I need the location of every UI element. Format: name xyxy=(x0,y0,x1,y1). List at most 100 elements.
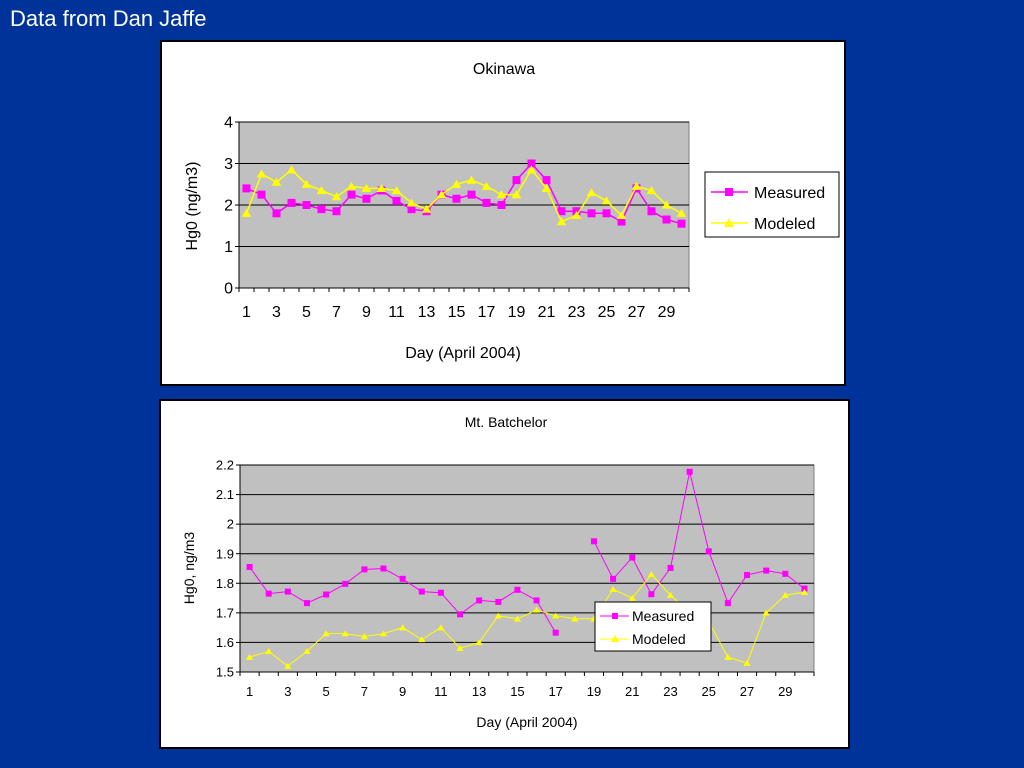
data-point-measured xyxy=(801,585,808,592)
series-line-modeled xyxy=(249,573,805,667)
data-point-modeled xyxy=(666,591,675,598)
y-tick-label: 4 xyxy=(224,115,233,132)
data-point-measured xyxy=(686,468,693,475)
y-tick-label: 2.1 xyxy=(216,487,234,502)
data-point-measured xyxy=(587,209,596,218)
y-tick-label: 1.5 xyxy=(216,665,234,680)
data-point-measured xyxy=(476,597,483,604)
data-point-modeled xyxy=(421,204,432,213)
x-tick-label: 23 xyxy=(663,684,677,699)
data-point-modeled xyxy=(647,571,655,578)
y-tick-label: 2 xyxy=(224,198,233,215)
data-point-modeled xyxy=(762,609,770,616)
data-point-measured xyxy=(452,194,461,203)
batchelor-chart: Mt. Batchelor Day (April 2004) Hg0, ng/m… xyxy=(181,414,815,730)
data-point-measured xyxy=(514,586,521,593)
legend-label-modeled: Modeled xyxy=(632,631,686,647)
legend-box xyxy=(594,601,712,652)
data-point-measured xyxy=(527,159,536,168)
x-tick-label: 27 xyxy=(740,684,754,699)
data-point-measured xyxy=(287,198,296,207)
data-point-modeled xyxy=(361,184,372,192)
x-tick-label: 11 xyxy=(388,304,405,321)
data-point-measured xyxy=(782,570,789,577)
data-point-modeled xyxy=(360,633,368,640)
plot-group: 1.51.61.71.81.922.12.21 3 5 7 9 11 13 15 17 19 21 2… xyxy=(216,458,815,699)
x-tick-label: 11 xyxy=(434,684,448,699)
x-tick-label: 17 xyxy=(548,684,562,699)
data-point-measured xyxy=(342,580,349,587)
y-axis-label: Hg0, ng/m3 xyxy=(181,532,197,605)
data-point-modeled xyxy=(571,211,582,219)
data-point-modeled xyxy=(379,630,388,637)
x-tick-label: 9 xyxy=(362,304,371,321)
data-point-measured xyxy=(362,194,371,203)
x-tick-label: 5 xyxy=(322,684,329,699)
x-tick-label: 3 xyxy=(284,684,291,699)
batchelor-chart-panel: Mt. Batchelor Day (April 2004) Hg0, ng/m… xyxy=(159,399,850,749)
data-point-modeled xyxy=(286,165,297,174)
x-tick-label: 21 xyxy=(538,304,556,321)
data-point-measured xyxy=(763,567,770,574)
data-point-measured xyxy=(610,575,617,582)
y-tick-label: 2.2 xyxy=(216,458,234,473)
data-point-modeled xyxy=(437,624,445,631)
x-tick-label: 25 xyxy=(598,304,616,321)
legend-marker-measured xyxy=(725,188,733,196)
y-tick-label: 3 xyxy=(224,156,233,173)
data-point-measured xyxy=(662,215,671,224)
x-tick-label: 5 xyxy=(302,304,311,321)
data-point-modeled xyxy=(322,630,330,637)
data-point-measured xyxy=(347,190,356,199)
legend-marker-modeled xyxy=(724,218,734,227)
data-point-measured xyxy=(303,600,310,607)
x-tick-label: 27 xyxy=(628,304,646,321)
x-tick-label: 29 xyxy=(658,304,676,321)
data-point-modeled xyxy=(303,648,311,654)
data-point-measured xyxy=(392,196,401,205)
data-point-measured xyxy=(418,588,425,595)
x-tick-label: 7 xyxy=(332,304,341,321)
x-tick-label: 25 xyxy=(702,684,716,699)
data-point-measured xyxy=(437,589,444,596)
data-point-modeled xyxy=(466,175,477,184)
data-point-modeled xyxy=(601,196,612,205)
y-tick-label: 1.6 xyxy=(216,635,234,650)
chart-title: Mt. Batchelor xyxy=(465,414,548,430)
x-tick-label: 13 xyxy=(472,684,486,699)
y-tick-label: 0 xyxy=(224,281,233,298)
x-axis-label: Day (April 2004) xyxy=(476,714,577,730)
legend-label-measured: Measured xyxy=(632,608,694,624)
chart-title: Okinawa xyxy=(473,61,535,78)
x-tick-label: 13 xyxy=(418,304,436,321)
data-point-modeled xyxy=(376,184,387,192)
y-tick-label: 1 xyxy=(224,239,233,256)
data-point-modeled xyxy=(631,182,642,190)
data-point-measured xyxy=(647,207,656,216)
data-point-modeled xyxy=(418,636,426,643)
data-point-modeled xyxy=(241,208,252,217)
x-tick-label: 23 xyxy=(568,304,586,321)
x-tick-label: 15 xyxy=(510,684,524,699)
data-point-measured xyxy=(629,554,636,561)
data-point-modeled xyxy=(541,184,552,192)
data-point-measured xyxy=(332,207,341,216)
data-point-measured xyxy=(265,590,272,597)
data-point-measured xyxy=(648,591,655,598)
x-tick-label: 15 xyxy=(448,304,466,321)
data-point-modeled xyxy=(552,612,560,619)
legend-label-measured: Measured xyxy=(754,185,825,202)
x-tick-label: 19 xyxy=(587,684,601,699)
data-point-measured xyxy=(284,588,291,595)
data-point-measured xyxy=(495,598,502,605)
data-point-modeled xyxy=(532,606,541,613)
series-line-measured xyxy=(593,471,805,605)
plot-area xyxy=(239,464,815,673)
data-point-measured xyxy=(399,575,406,582)
data-point-modeled xyxy=(475,639,483,646)
slide-title: Data from Dan Jaffe xyxy=(10,6,207,31)
legend-label-modeled: Modeled xyxy=(754,216,815,233)
data-point-modeled xyxy=(628,594,636,601)
data-point-modeled xyxy=(646,186,657,195)
